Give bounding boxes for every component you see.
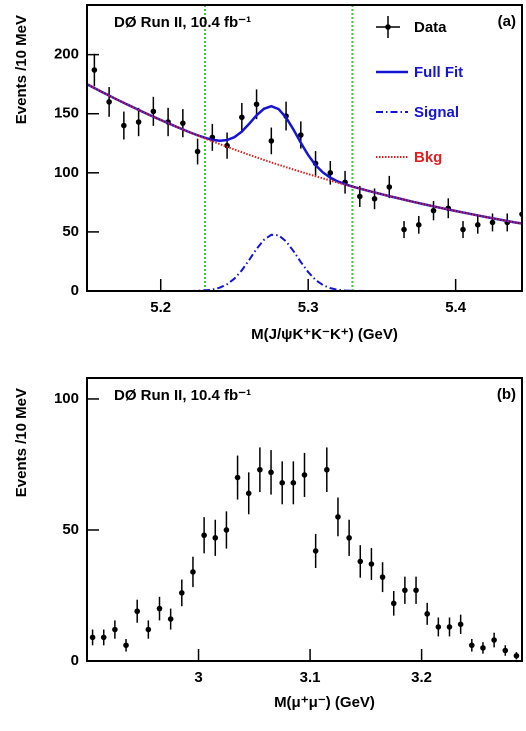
data-point (224, 142, 230, 149)
data-point (356, 193, 363, 200)
panel-label: (a) (498, 13, 516, 30)
data-point (234, 474, 241, 481)
y-tick-label: 0 (71, 652, 79, 669)
data-point (123, 642, 129, 649)
x-tick-label: 3 (194, 669, 202, 686)
data-point (415, 222, 422, 228)
data-point (121, 122, 127, 129)
data-point (253, 101, 260, 108)
data-point (167, 616, 174, 622)
data-point (245, 490, 252, 497)
y-tick-label: 50 (62, 521, 79, 538)
y-tick-label: 0 (71, 282, 79, 299)
data-point (223, 527, 230, 533)
x-tick-label: 5.4 (445, 299, 467, 316)
x-tick-label: 3.1 (300, 669, 321, 686)
data-point (190, 569, 196, 575)
x-tick-label: 5.2 (150, 299, 171, 316)
y-tick-label: 150 (54, 105, 79, 122)
data-point (357, 558, 364, 565)
data-point (491, 637, 497, 643)
data-point (112, 626, 118, 633)
chart-title: DØ Run II, 10.4 fb⁻¹ (114, 387, 251, 404)
y-axis-label: Events /10 MeV (13, 388, 30, 497)
legend-label: Full Fit (414, 64, 463, 81)
data-point (480, 645, 486, 651)
panel-label: (b) (497, 386, 516, 403)
data-point (106, 99, 112, 105)
data-point (180, 120, 186, 126)
x-tick-label: 5.3 (298, 299, 319, 316)
data-point (201, 532, 207, 539)
data-point (156, 605, 163, 612)
data-point (379, 574, 386, 580)
data-point (327, 170, 334, 176)
chart-title: DØ Run II, 10.4 fb⁻¹ (114, 14, 251, 31)
y-tick-label: 200 (54, 46, 79, 63)
data-point (134, 608, 140, 615)
data-point (312, 548, 319, 554)
data-point (179, 590, 185, 596)
y-tick-label: 100 (54, 164, 79, 181)
data-point (268, 138, 275, 144)
data-point (91, 67, 98, 73)
data-point (279, 480, 285, 486)
data-point (145, 626, 152, 633)
data-point (413, 587, 419, 594)
y-axis-label: Events /10 MeV (13, 15, 30, 124)
data-point (371, 196, 378, 202)
data-point (212, 535, 219, 541)
data-point (368, 561, 375, 567)
data-point (513, 652, 520, 659)
data-point (100, 634, 107, 641)
y-tick-label: 50 (62, 223, 79, 240)
y-tick-label: 100 (54, 390, 79, 407)
plot-frame (86, 377, 523, 662)
data-point (335, 514, 341, 520)
data-point (386, 184, 393, 190)
data-point (424, 611, 430, 617)
data-point (469, 642, 475, 649)
data-point (435, 624, 442, 630)
data-point (457, 621, 464, 628)
data-point (502, 647, 509, 654)
plot-area (87, 53, 522, 291)
x-axis-label: M(μ⁺μ⁻) (GeV) (274, 694, 375, 711)
data-point (257, 466, 263, 473)
data-point (390, 600, 397, 607)
data-point (194, 148, 201, 155)
data-point (346, 535, 352, 541)
fit-line (87, 233, 522, 291)
data-point (268, 469, 274, 476)
legend-label: Signal (414, 104, 459, 121)
data-point (474, 222, 481, 228)
data-point (489, 219, 496, 226)
legend-label: Data (414, 19, 447, 36)
data-point (401, 226, 407, 233)
data-point (239, 114, 245, 121)
data-point (135, 119, 142, 125)
data-point (402, 587, 408, 594)
data-point (446, 624, 453, 630)
plot-area (89, 447, 520, 660)
data-point (460, 226, 466, 233)
legend-label: Bkg (414, 149, 442, 166)
data-point (301, 472, 308, 478)
data-point (430, 207, 437, 214)
data-point (298, 132, 304, 138)
x-tick-label: 3.2 (411, 669, 432, 686)
data-point (290, 480, 297, 486)
legend-marker (385, 24, 391, 30)
data-point (324, 466, 330, 473)
plot-frame (86, 4, 523, 292)
x-axis-label: M(J/ψK⁺K⁻K⁺) (GeV) (251, 326, 398, 343)
fit-line (87, 83, 522, 225)
data-point (89, 634, 96, 641)
data-point (150, 108, 157, 115)
